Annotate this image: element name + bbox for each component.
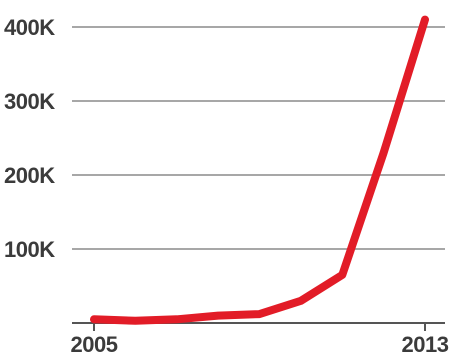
x-axis-tick-labels: 2005 2013 bbox=[71, 332, 450, 357]
series-line-0 bbox=[90, 15, 429, 325]
series-layer bbox=[90, 15, 429, 325]
y-tick-label: 100K bbox=[4, 237, 55, 262]
y-tick-label: 400K bbox=[4, 15, 55, 40]
y-axis-tick-labels: 100K 200K 300K 400K bbox=[4, 15, 56, 262]
x-tick-label: 2005 bbox=[71, 332, 118, 357]
y-tick-label: 300K bbox=[4, 89, 55, 114]
y-tick-label: 200K bbox=[4, 163, 55, 188]
gridlines bbox=[72, 26, 445, 250]
x-tick-label: 2013 bbox=[402, 332, 449, 357]
